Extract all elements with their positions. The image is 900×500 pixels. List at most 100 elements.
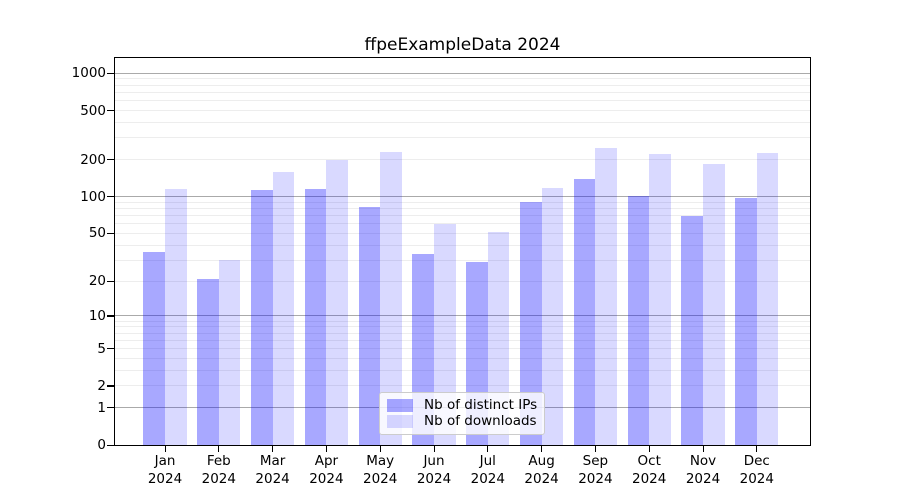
gridline-minor-200 [115, 159, 810, 161]
bar-nb-of-downloads-jan [165, 188, 187, 445]
gridline-minor-60 [115, 223, 810, 225]
x-tick-mark-mar [272, 446, 274, 452]
x-tick-mark-sep [594, 446, 597, 452]
bar-nb-of-distinct-ips-dec [735, 197, 757, 445]
x-tick-mark-dec [756, 446, 758, 452]
x-tick-year-nov: 2024 [685, 470, 721, 487]
y-tick-label-500: 500 [80, 102, 106, 119]
gridline-minor-4 [115, 357, 810, 359]
x-tick-mark-oct [648, 446, 650, 452]
gridline-minor-9 [115, 320, 810, 322]
y-tick-label-2: 2 [97, 377, 106, 394]
bar-nb-of-downloads-nov [703, 163, 725, 445]
y-tick-mark-200 [107, 159, 114, 161]
x-tick-mark-may [379, 446, 381, 452]
x-tick-year-mar: 2024 [255, 470, 290, 487]
bar-nb-of-distinct-ips-aug [520, 202, 542, 445]
x-tick-label-oct: Oct 2024 [619, 453, 679, 488]
x-tick-year-may: 2024 [363, 470, 398, 487]
bar-nb-of-downloads-jul [487, 232, 510, 445]
gridline-minor-600 [115, 100, 810, 102]
gridline-minor-700 [115, 91, 810, 93]
y-tick-label-1000: 1000 [71, 65, 106, 82]
bar-nb-of-distinct-ips-mar [251, 189, 273, 445]
x-tick-year-dec: 2024 [739, 470, 774, 487]
bar-nb-of-distinct-ips-apr [304, 189, 327, 445]
gridline-minor-80 [115, 208, 810, 210]
x-tick-mark-jan [164, 446, 166, 452]
x-tick-label-jan: Jan 2024 [135, 453, 195, 488]
x-tick-year-apr: 2024 [309, 470, 344, 487]
bar-nb-of-downloads-may [380, 152, 402, 445]
x-tick-year-aug: 2024 [524, 470, 559, 487]
gridline-minor-20 [115, 280, 810, 282]
x-tick-year-jan: 2024 [147, 470, 183, 487]
bar-nb-of-downloads-feb [218, 260, 241, 445]
gridline-minor-70 [115, 215, 810, 217]
x-tick-mark-jun [433, 446, 435, 452]
bar-nb-of-distinct-ips-jan [143, 252, 165, 445]
x-tick-year-sep: 2024 [578, 470, 613, 487]
x-tick-mark-feb [218, 446, 220, 452]
x-tick-label-jul: Jul 2024 [458, 453, 518, 488]
x-tick-label-may: May 2024 [350, 453, 410, 488]
gridline-minor-8 [115, 326, 810, 328]
gridline-major-1000 [115, 72, 810, 74]
gridline-major-10 [115, 315, 810, 317]
gridline-minor-5 [115, 348, 810, 350]
bar-nb-of-downloads-dec [756, 152, 779, 445]
gridline-minor-3 [115, 369, 810, 371]
x-tick-year-feb: 2024 [201, 470, 236, 487]
gridline-minor-400 [115, 122, 810, 124]
y-tick-mark-50 [107, 232, 114, 235]
x-tick-mark-aug [541, 446, 543, 452]
gridline-minor-90 [115, 201, 810, 203]
bar-nb-of-distinct-ips-may [358, 207, 381, 445]
legend-item-downloads: Nb of downloads [387, 414, 537, 429]
legend: Nb of distinct IPs Nb of downloads [379, 392, 545, 435]
x-tick-year-jun: 2024 [416, 470, 452, 487]
x-tick-label-jun: Jun 2024 [404, 453, 464, 488]
plot-area [114, 57, 811, 446]
y-tick-label-5: 5 [97, 340, 106, 357]
bar-nb-of-distinct-ips-nov [681, 215, 703, 445]
x-tick-label-nov: Nov 2024 [673, 453, 733, 488]
y-tick-label-0: 0 [97, 437, 106, 453]
y-tick-mark-1000 [107, 72, 114, 74]
bar-nb-of-distinct-ips-sep [573, 178, 596, 445]
gridline-minor-800 [115, 84, 810, 86]
legend-swatch-distinct-ips [387, 399, 413, 412]
bar-nb-of-downloads-apr [326, 159, 348, 445]
x-tick-mark-apr [325, 446, 328, 452]
x-tick-label-feb: Feb 2024 [189, 453, 249, 488]
chart-title: ffpeExampleData 2024 [364, 35, 561, 55]
x-tick-mark-nov [702, 446, 704, 452]
x-tick-label-dec: Dec 2024 [727, 453, 787, 488]
y-tick-mark-2 [107, 385, 114, 387]
bar-nb-of-distinct-ips-oct [627, 195, 650, 445]
legend-swatch-downloads [387, 415, 413, 428]
y-tick-label-50: 50 [88, 225, 106, 242]
x-tick-label-mar: Mar 2024 [243, 453, 303, 488]
bar-nb-of-downloads-aug [541, 188, 564, 445]
x-tick-year-jul: 2024 [470, 470, 505, 487]
gridline-minor-2 [115, 385, 810, 387]
y-tick-label-200: 200 [80, 151, 106, 168]
y-tick-label-10: 10 [88, 307, 106, 324]
gridline-minor-500 [115, 110, 810, 112]
x-tick-mark-jul [487, 446, 489, 452]
bar-nb-of-downloads-oct [649, 154, 671, 445]
bar-nb-of-downloads-jun [434, 223, 456, 445]
legend-label-distinct-ips: Nb of distinct IPs [424, 397, 538, 413]
bar-nb-of-downloads-sep [595, 148, 617, 445]
x-tick-label-apr: Apr 2024 [296, 453, 356, 488]
y-tick-mark-5 [107, 348, 114, 350]
y-tick-mark-500 [107, 110, 114, 112]
gridline-minor-40 [115, 244, 810, 246]
gridline-minor-7 [115, 332, 810, 334]
y-tick-label-100: 100 [80, 188, 106, 205]
x-tick-label-aug: Aug 2024 [512, 453, 572, 488]
bar-nb-of-distinct-ips-feb [197, 278, 219, 445]
gridline-minor-50 [115, 232, 810, 234]
